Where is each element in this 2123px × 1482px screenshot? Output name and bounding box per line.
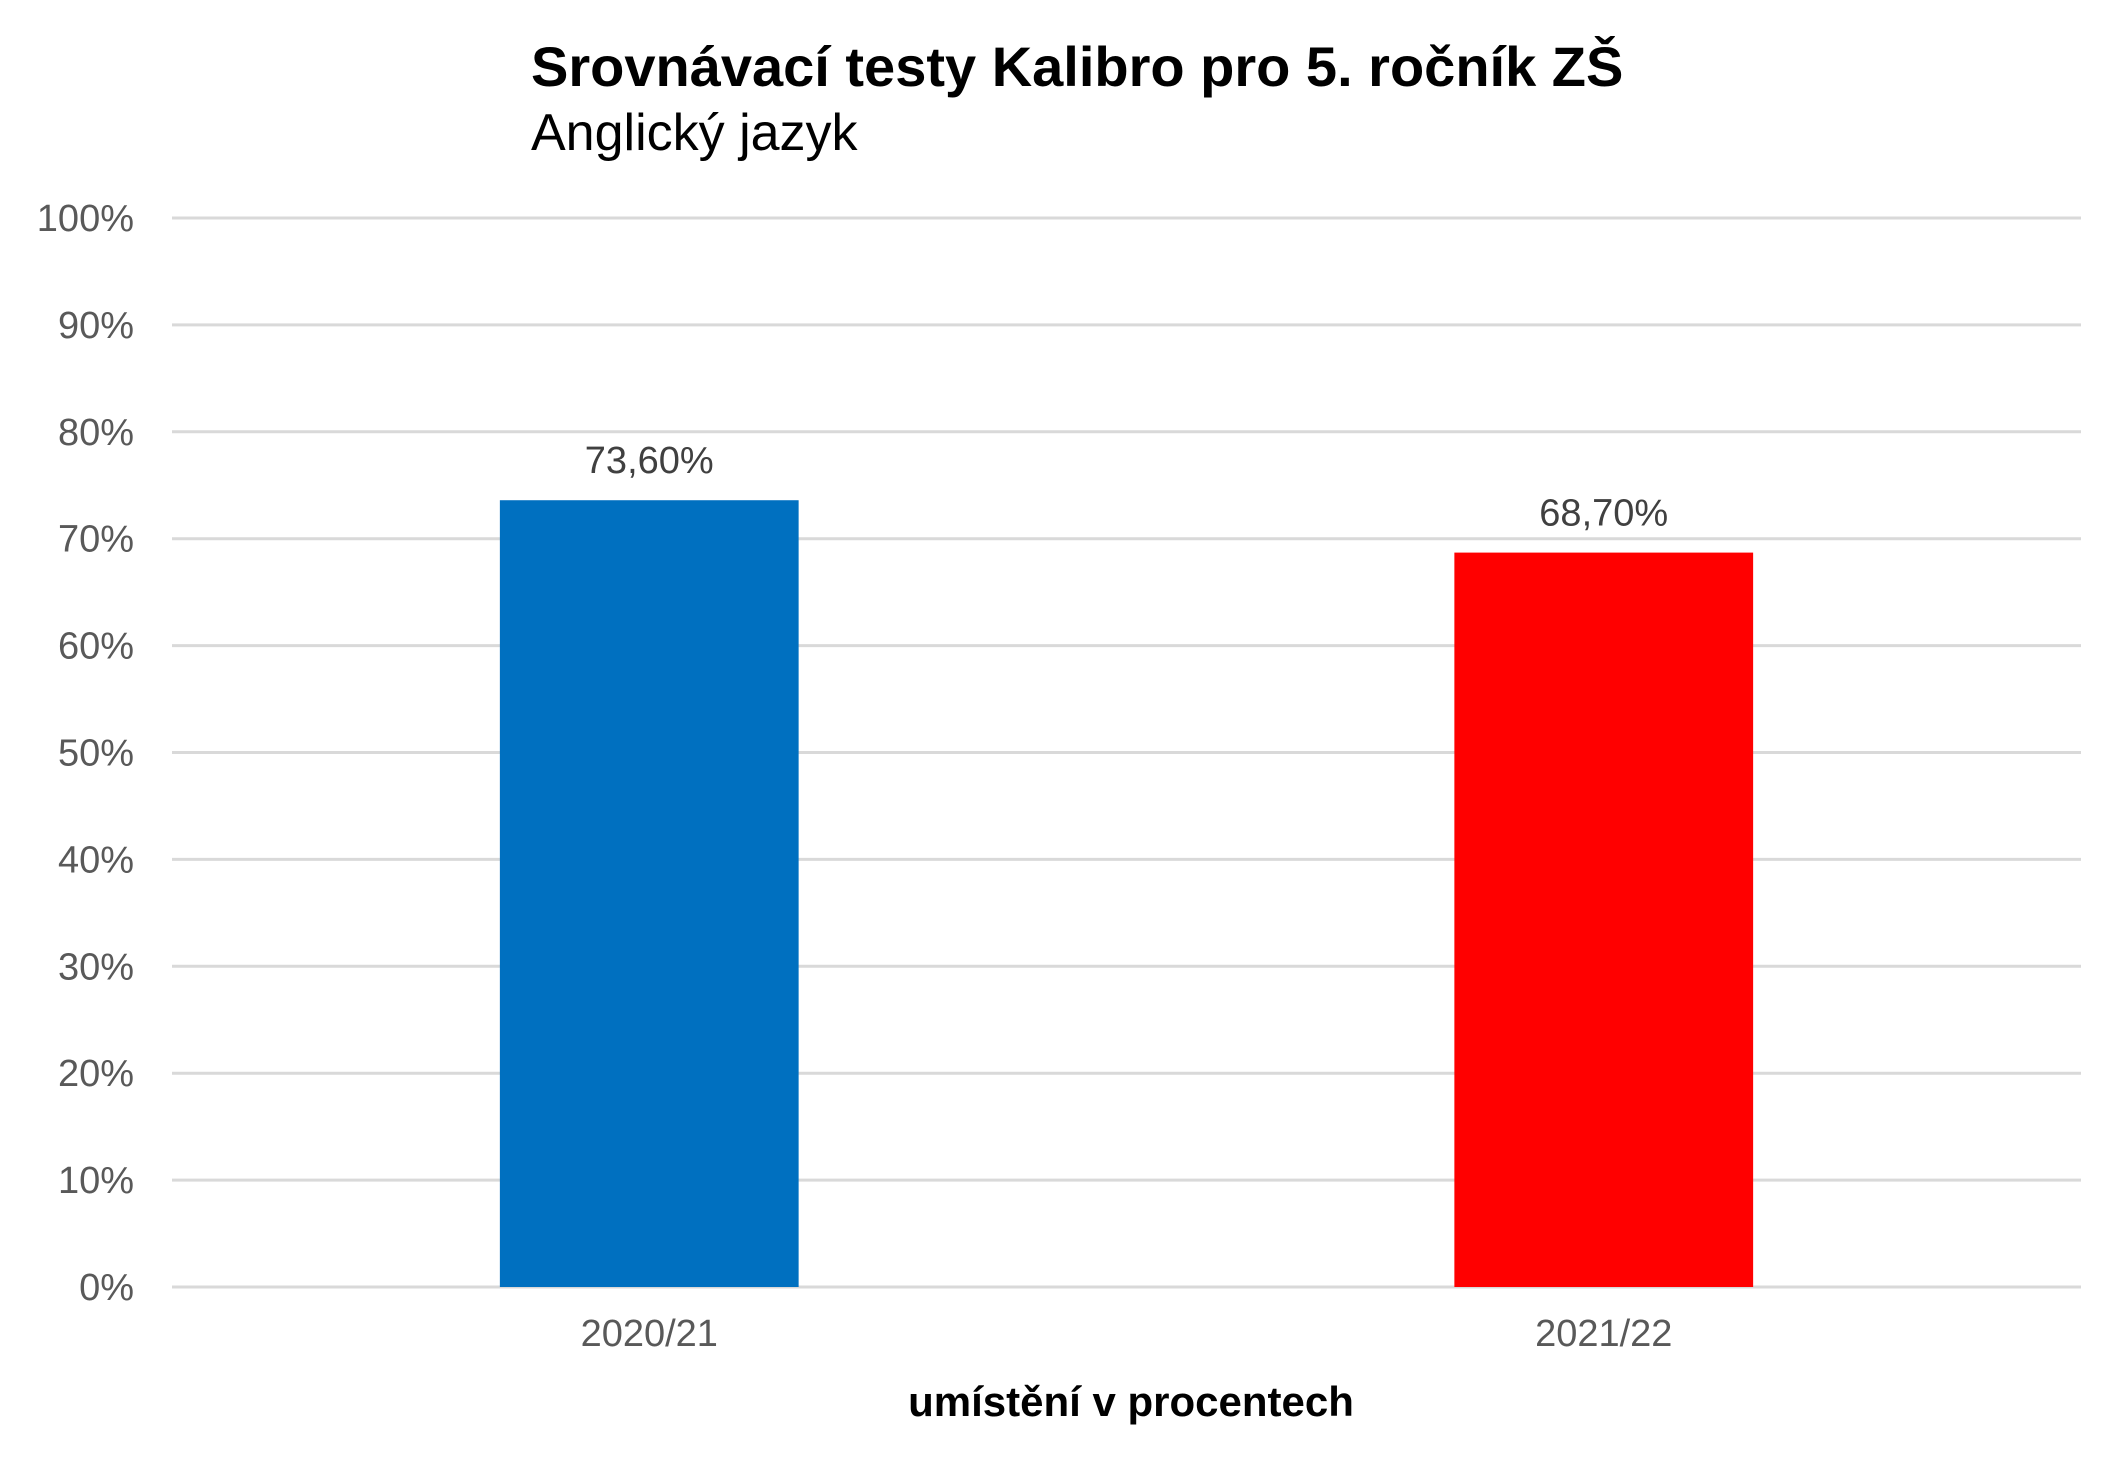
y-axis-tick-labels: 0% 10% 20% 30% 40% 50% 60% 70% 80% 90% 100%: [37, 198, 134, 1309]
y-tick-label: 0%: [79, 1267, 134, 1309]
x-category-label: 2020/21: [581, 1313, 718, 1355]
x-axis-title: umístění v procentech: [908, 1378, 1354, 1425]
y-tick-label: 50%: [58, 733, 134, 775]
bar: [1454, 552, 1754, 1287]
y-tick-label: 90%: [58, 305, 134, 347]
bars: [499, 500, 1754, 1287]
data-label: 73,60%: [585, 440, 714, 482]
y-tick-label: 20%: [58, 1053, 134, 1095]
y-tick-label: 60%: [58, 626, 134, 668]
x-axis-category-labels: 2020/21 2021/22: [581, 1313, 1673, 1355]
y-tick-label: 70%: [58, 519, 134, 561]
data-labels: 73,60% 68,70%: [585, 440, 1668, 534]
chart-subtitle: Anglický jazyk: [531, 104, 859, 162]
x-category-label: 2021/22: [1535, 1313, 1672, 1355]
y-tick-label: 30%: [58, 946, 134, 988]
y-tick-label: 100%: [37, 198, 134, 240]
bar: [499, 500, 799, 1287]
y-tick-label: 40%: [58, 839, 134, 881]
y-tick-label: 10%: [58, 1160, 134, 1202]
y-tick-label: 80%: [58, 412, 134, 454]
gridlines: [172, 216, 2081, 1289]
chart-title: Srovnávací testy Kalibro pro 5. ročník Z…: [531, 35, 1623, 98]
data-label: 68,70%: [1539, 493, 1668, 535]
